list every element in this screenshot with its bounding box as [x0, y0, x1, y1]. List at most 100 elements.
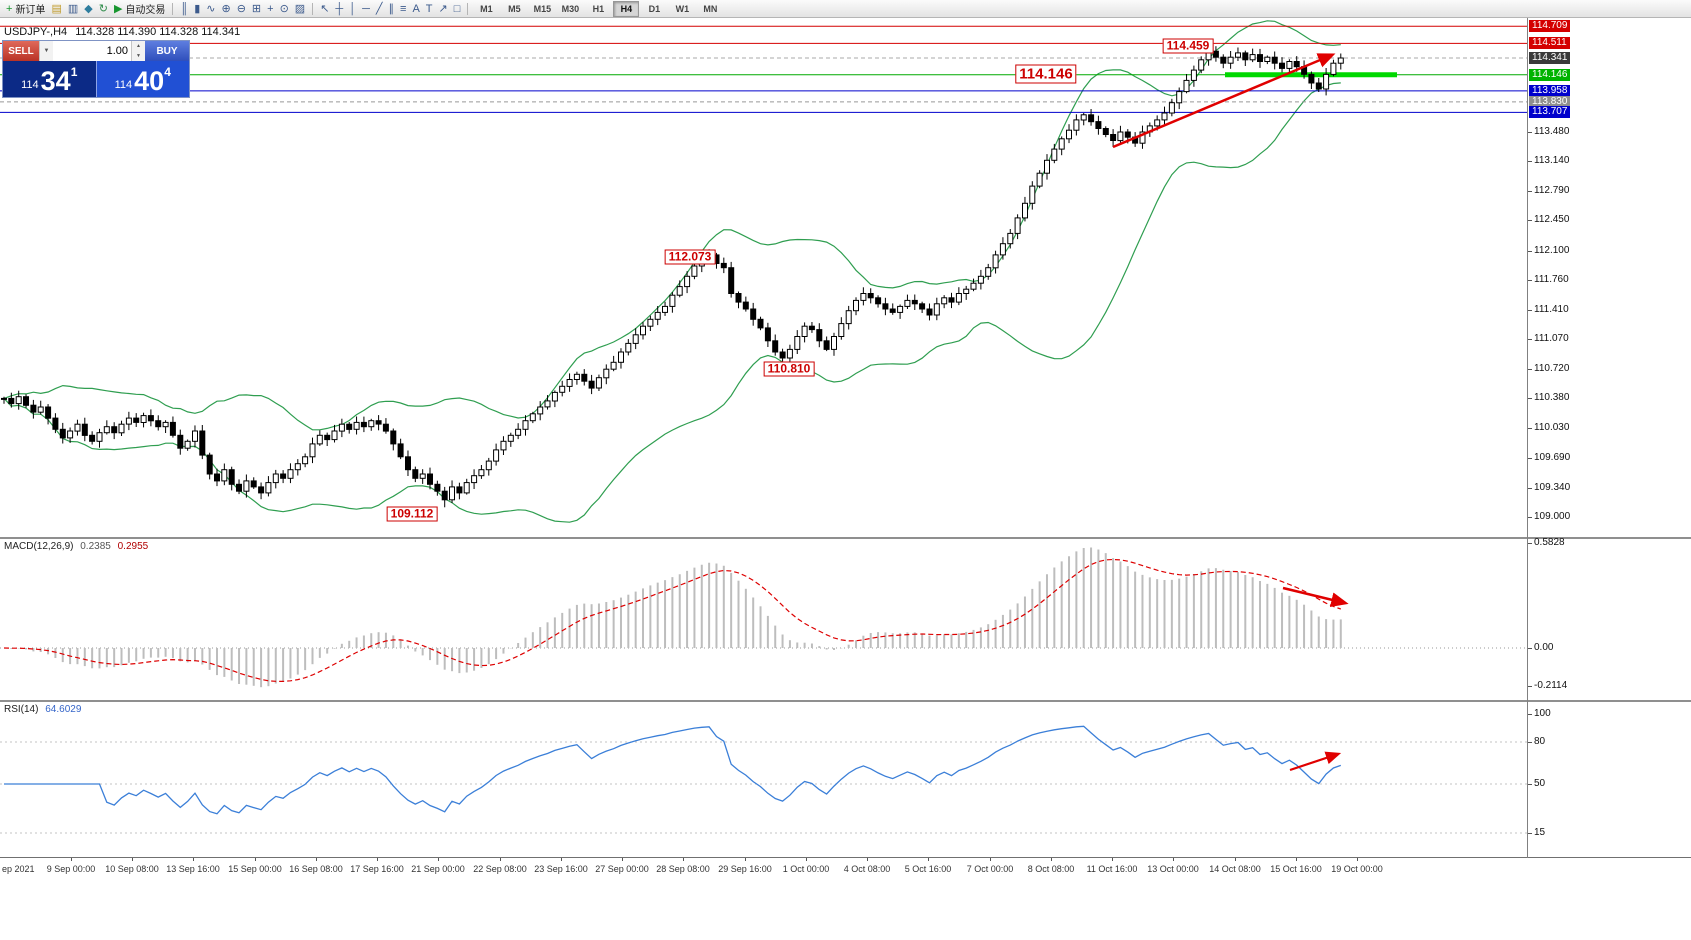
price-tick	[1528, 220, 1532, 221]
label-icon: T	[425, 2, 433, 15]
price-scale-label: 110.720	[1534, 363, 1570, 374]
fibonacci-icon[interactable]: ≡	[397, 1, 409, 17]
time-tick	[71, 858, 72, 861]
arrow-tool-icon[interactable]: ↗	[436, 1, 451, 17]
lot-dropdown-button[interactable]: ▼	[39, 41, 53, 61]
time-axis-label: 15 Sep 00:00	[228, 864, 282, 874]
rsi-scale-tick	[1528, 833, 1532, 834]
time-axis[interactable]: ep 2021 9 Sep 00:00 10 Sep 08:00 13 Sep 16:…	[0, 858, 1691, 880]
new-order-button[interactable]: + 新订单	[3, 1, 48, 17]
macd-scale-tick	[1528, 543, 1532, 544]
line-chart-icon[interactable]: ∿	[203, 1, 218, 17]
vertical-line-icon[interactable]: │	[346, 1, 359, 17]
toolbar-separator	[312, 2, 314, 15]
price-tick	[1528, 280, 1532, 281]
rsi-scale-tick	[1528, 714, 1532, 715]
text-icon[interactable]: A	[409, 1, 422, 17]
lot-spin-up-icon[interactable]: ▲	[136, 43, 141, 49]
price-scale[interactable]: 114.709 114.511 114.341 114.146 113.958 113.8…	[1528, 0, 1690, 940]
autotrading-button-label: 自动交易	[125, 5, 166, 16]
autotrading-button[interactable]: ▶ 自动交易	[111, 1, 168, 17]
price-tick	[1528, 310, 1532, 311]
time-axis-label: 9 Sep 00:00	[46, 864, 96, 874]
horizontal-line-icon[interactable]: ─	[359, 1, 373, 17]
time-axis-label: 21 Sep 00:00	[411, 864, 465, 874]
price-tag: 114.341	[1529, 52, 1571, 64]
cursor-icon[interactable]: ↖	[317, 1, 332, 17]
chart-title: USDJPY-,H4 114.328 114.390 114.328 114.3…	[4, 26, 240, 38]
crosshair-icon[interactable]: ┼	[332, 1, 346, 17]
vertical-line-icon: │	[349, 2, 357, 15]
sell-button[interactable]: SELL	[3, 41, 39, 61]
trendline-icon[interactable]: ╱	[373, 1, 386, 17]
rsi-scale-label: 15	[1534, 827, 1546, 838]
candlestick-chart-icon[interactable]: ▮	[191, 1, 203, 17]
buy-button[interactable]: BUY	[145, 41, 189, 61]
toolbar-separator	[172, 2, 174, 15]
market-watch-icon[interactable]: ▥	[65, 1, 81, 17]
label-icon[interactable]: T	[423, 1, 436, 17]
price-tag: 113.707	[1529, 106, 1571, 118]
text-icon: A	[412, 2, 420, 15]
zoom-in-icon: ⊕	[221, 2, 231, 15]
periods-icon[interactable]: ⊙	[277, 1, 292, 17]
timeframe-m30[interactable]: M30	[561, 3, 580, 14]
price-scale-label: 112.790	[1534, 185, 1570, 196]
time-tick	[1112, 858, 1113, 861]
pane-divider[interactable]	[0, 700, 1691, 702]
line-chart-icon: ∿	[206, 2, 216, 15]
buy-quote-panel[interactable]: 114 40 4	[95, 61, 189, 97]
templates-icon[interactable]: ▨	[292, 1, 308, 17]
timeframe-m5[interactable]: M5	[508, 3, 521, 14]
timeframe-h1[interactable]: H1	[592, 3, 605, 14]
toolbar-separator	[467, 2, 469, 15]
crosshair-icon: ┼	[335, 2, 344, 15]
macd-scale-label: 0.00	[1534, 642, 1554, 653]
price-tick	[1528, 132, 1532, 133]
price-tick	[1528, 251, 1532, 252]
time-tick	[1051, 858, 1052, 861]
timeframe-mn[interactable]: MN	[703, 3, 718, 14]
rsi-scale-tick	[1528, 742, 1532, 743]
time-axis-label: 13 Sep 16:00	[166, 864, 220, 874]
price-tag: 114.146	[1529, 69, 1571, 81]
time-axis-label: 15 Oct 16:00	[1270, 864, 1322, 874]
time-tick	[132, 858, 133, 861]
time-axis-label: 1 Oct 00:00	[782, 864, 830, 874]
lot-spinner[interactable]: ▲ ▼	[131, 41, 145, 61]
price-scale-label: 111.070	[1534, 333, 1569, 344]
market-watch-icon: ▥	[67, 2, 79, 15]
ohlc-values: 114.328 114.390 114.328 114.341	[75, 26, 241, 38]
timeframe-w1[interactable]: W1	[675, 3, 690, 14]
zoom-out-icon[interactable]: ⊖	[234, 1, 249, 17]
sell-quote-panel[interactable]: 114 34 1	[3, 61, 96, 97]
timeframe-m1[interactable]: M1	[480, 3, 493, 14]
lot-spin-down-icon[interactable]: ▼	[136, 53, 141, 59]
trendline-icon: ╱	[375, 2, 383, 15]
price-tick	[1528, 369, 1532, 370]
macd-indicator-pane[interactable]	[0, 539, 1527, 700]
timeframe-h4[interactable]: H4	[613, 0, 640, 17]
timeframe-d1[interactable]: D1	[648, 3, 661, 14]
rsi-indicator-pane[interactable]	[0, 702, 1527, 857]
navigator-icon[interactable]: ◆	[81, 1, 95, 17]
macd-scale-tick	[1528, 648, 1532, 649]
main-price-chart[interactable]	[0, 18, 1527, 537]
lot-size-input[interactable]	[53, 41, 131, 61]
shapes-icon[interactable]: □	[451, 1, 464, 17]
zoom-in-icon[interactable]: ⊕	[218, 1, 233, 17]
rsi-caption: RSI(14) 64.6029	[4, 704, 81, 715]
time-tick	[1235, 858, 1236, 861]
price-scale-label: 112.100	[1534, 245, 1570, 256]
indicators-icon[interactable]: +	[264, 1, 276, 17]
pane-divider[interactable]	[0, 537, 1691, 539]
timeframe-m15[interactable]: M15	[533, 3, 552, 14]
channel-icon[interactable]: ∥	[386, 1, 398, 17]
macd-scale-label: 0.5828	[1534, 537, 1565, 548]
time-axis-label: 7 Oct 00:00	[966, 864, 1014, 874]
tile-windows-icon[interactable]: ⊞	[249, 1, 264, 17]
metaeditor-icon[interactable]: ▤	[48, 1, 64, 17]
refresh-icon[interactable]: ↻	[96, 1, 111, 17]
bar-chart-icon[interactable]: ║	[177, 1, 191, 17]
time-tick	[193, 858, 194, 861]
